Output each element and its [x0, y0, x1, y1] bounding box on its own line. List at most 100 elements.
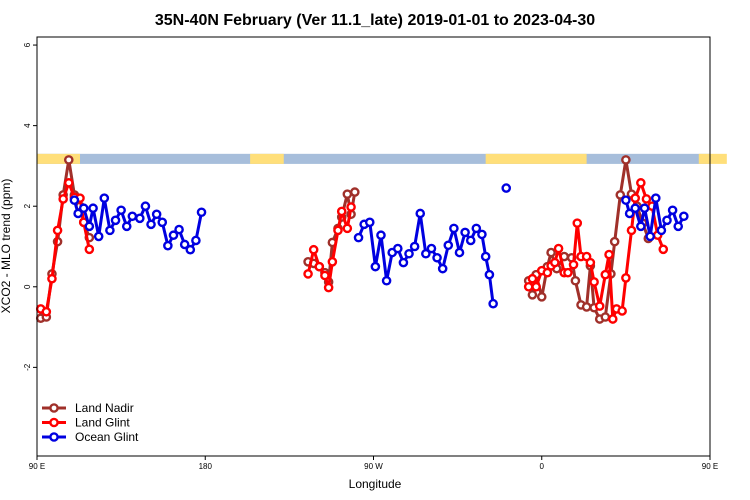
ocean-glint-point — [477, 229, 487, 240]
ocean-glint-point — [196, 207, 207, 218]
land-glint-point — [327, 257, 338, 267]
x-axis-title: Longitude — [349, 477, 402, 491]
ocean-glint-point — [116, 205, 126, 216]
ocean-glint-point — [110, 215, 121, 226]
ocean-glint-point — [421, 248, 431, 259]
land-glint-point — [563, 267, 573, 278]
y-tick-label: 0 — [23, 284, 32, 289]
ocean-glint-point — [185, 244, 196, 255]
land-glint-point — [52, 225, 63, 236]
land-glint-point — [607, 314, 618, 324]
ocean-glint-point — [140, 201, 151, 212]
land-glint-point — [600, 269, 611, 280]
x-tick-label: 90 E — [702, 462, 718, 471]
ocean-glint-point — [460, 227, 470, 238]
land-band-segment — [250, 153, 284, 164]
land-glint-point — [594, 301, 605, 311]
ocean-glint-point — [146, 219, 156, 230]
land-glint-line — [306, 206, 353, 290]
ocean-glint-point — [673, 221, 684, 232]
ocean-glint-point — [376, 230, 386, 241]
ocean-glint-point — [151, 209, 162, 220]
land-nadir-point — [570, 275, 581, 286]
ocean-glint-point — [630, 203, 641, 214]
land-glint-point — [333, 225, 343, 236]
ocean-glint-point — [157, 217, 168, 228]
land-band-segment — [37, 153, 80, 164]
ocean-glint-point — [501, 183, 512, 193]
ocean-glint-point — [488, 298, 498, 309]
ocean-band — [37, 153, 710, 164]
legend-item-ocean-glint: Ocean Glint — [42, 430, 139, 444]
legend-item-land-glint: Land Glint — [42, 416, 130, 430]
ocean-glint-point — [645, 231, 655, 242]
land-nadir-point — [342, 189, 353, 199]
ocean-glint-point — [168, 230, 179, 241]
ocean-glint-point — [364, 217, 375, 228]
y-tick-label: 6 — [23, 42, 32, 47]
ocean-glint-point — [426, 243, 437, 254]
ocean-glint-point — [370, 261, 381, 272]
land-glint-point — [523, 281, 534, 292]
x-tick-label: 180 — [199, 462, 213, 471]
land-glint-point — [336, 206, 347, 217]
land-glint-point — [636, 178, 646, 188]
y-tick-label: -2 — [23, 363, 32, 371]
ocean-glint-point — [84, 221, 95, 232]
ocean-glint-point — [679, 211, 689, 222]
legend-label: Ocean Glint — [75, 430, 139, 444]
land-nadir-point — [609, 236, 620, 247]
land-glint-point — [589, 277, 599, 287]
legend-marker — [49, 417, 59, 428]
x-tick-label: 90 W — [364, 462, 383, 471]
land-nadir-point — [63, 155, 74, 165]
ocean-glint-point — [639, 203, 650, 214]
legend-marker — [49, 403, 59, 413]
land-glint-point — [314, 261, 325, 272]
legend-label: Land Glint — [75, 416, 130, 430]
ocean-glint-point — [449, 223, 459, 234]
land-glint-point — [527, 273, 538, 284]
ocean-glint-point — [398, 257, 409, 268]
land-glint-point — [84, 244, 95, 255]
ocean-glint-point — [78, 203, 89, 214]
land-nadir-point — [350, 187, 360, 197]
ocean-glint-point — [667, 205, 678, 216]
land-nadir-point — [615, 190, 626, 200]
ocean-glint-point — [636, 221, 646, 232]
land-nadir-point — [546, 247, 556, 258]
ocean-glint-point — [624, 208, 635, 219]
land-glint-point — [617, 306, 627, 316]
ocean-glint-point — [480, 251, 491, 262]
ocean-glint-point — [191, 235, 201, 246]
land-band-segment — [485, 153, 587, 164]
land-glint-point — [568, 259, 579, 270]
land-nadir-point — [536, 292, 547, 302]
land-glint-point — [630, 193, 641, 203]
land-glint-point — [303, 269, 313, 279]
y-tick-label: 2 — [23, 203, 32, 208]
land-nadir-point — [581, 302, 592, 312]
land-nadir-point — [527, 290, 538, 300]
legend-item-land-nadir: Land Nadir — [42, 401, 134, 415]
y-axis: -2 0 2 4 6 — [23, 42, 37, 371]
chart-title: 35N-40N February (Ver 11.1_late) 2019-01… — [155, 12, 595, 29]
ocean-glint-point — [381, 275, 392, 286]
ocean-glint-point — [621, 195, 631, 205]
ocean-glint-point — [393, 243, 403, 254]
ocean-glint-point — [656, 225, 667, 236]
land-glint-point — [63, 178, 74, 188]
ocean-glint-point — [174, 224, 184, 235]
ocean-glint-point — [409, 241, 420, 252]
ocean-glint-point — [88, 203, 98, 214]
land-glint-point — [641, 194, 652, 204]
series-land-glint — [35, 178, 669, 324]
land-glint-point — [626, 225, 637, 236]
x-axis: 90 E 180 90 W 0 90 E — [29, 456, 718, 471]
ocean-glint-point — [437, 263, 448, 274]
ocean-glint-point — [484, 269, 495, 280]
y-axis-title: XCO2 - MLO trend (ppm) — [0, 179, 13, 314]
ocean-glint-point — [432, 252, 442, 263]
